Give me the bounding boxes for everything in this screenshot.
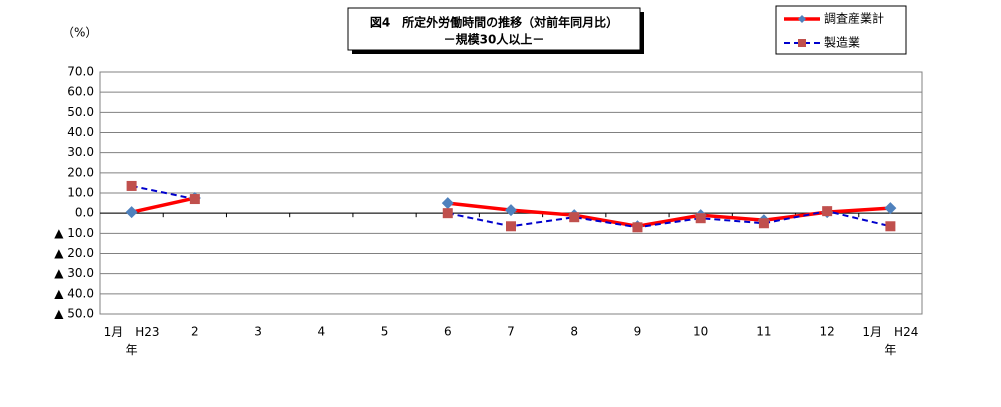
chart-subtitle: －規模30人以上－ — [444, 32, 545, 47]
chart-title: 図4 所定外労働時間の推移（対前年同月比） — [370, 15, 618, 30]
y-tick-label: 0.0 — [75, 206, 94, 220]
y-tick-label: 30.0 — [67, 145, 94, 159]
marker — [505, 204, 517, 217]
x-tick-label: 4 — [317, 325, 325, 339]
y-tick-label: 70.0 — [67, 65, 94, 79]
x-tick-label: 8 — [570, 325, 578, 339]
x-tick-label: 5 — [381, 325, 389, 339]
marker — [632, 222, 643, 233]
marker — [569, 212, 580, 223]
marker — [822, 206, 833, 217]
x-tick-label: 9 — [634, 325, 642, 339]
x-tick-label: 1月 H24 年 — [862, 325, 918, 357]
marker — [758, 218, 769, 229]
x-tick-label: 12 — [820, 325, 835, 339]
y-tick-label: 10.0 — [67, 186, 94, 200]
marker — [442, 208, 453, 219]
marker — [506, 221, 516, 232]
y-tick-label: 20.0 — [67, 165, 94, 179]
marker — [885, 221, 896, 232]
plot-border — [99, 71, 923, 315]
legend-label: 調査産業計 — [824, 11, 884, 26]
y-tick-label: 50.0 — [67, 105, 94, 119]
y-tick-label: ▲ 20.0 — [54, 246, 94, 260]
y-tick-label: ▲ 30.0 — [54, 266, 94, 280]
marker — [695, 213, 706, 224]
y-axis-label: （%） — [62, 26, 97, 40]
x-tick-label: 1月 H23 年 — [104, 325, 160, 357]
marker — [189, 194, 200, 205]
legend-marker — [798, 39, 806, 47]
legend-label: 製造業 — [824, 36, 860, 50]
legend-box — [775, 5, 907, 55]
x-tick-label: 6 — [444, 325, 452, 339]
y-tick-label: ▲ 10.0 — [54, 226, 94, 240]
x-tick-label: 2 — [191, 325, 199, 339]
series-line — [131, 184, 891, 229]
marker — [441, 197, 454, 210]
marker — [125, 206, 138, 219]
x-tick-label: 3 — [254, 325, 262, 339]
x-tick-label: 7 — [507, 325, 515, 339]
x-tick-label: 11 — [756, 325, 771, 339]
y-tick-label: ▲ 40.0 — [54, 286, 94, 300]
marker — [126, 180, 137, 191]
x-tick-label: 10 — [693, 325, 708, 339]
y-tick-label: 40.0 — [67, 125, 94, 139]
title-box — [347, 7, 641, 51]
y-tick-label: ▲ 50.0 — [54, 307, 94, 321]
y-tick-label: 60.0 — [67, 85, 94, 99]
marker — [884, 202, 897, 215]
legend-marker — [798, 15, 806, 23]
